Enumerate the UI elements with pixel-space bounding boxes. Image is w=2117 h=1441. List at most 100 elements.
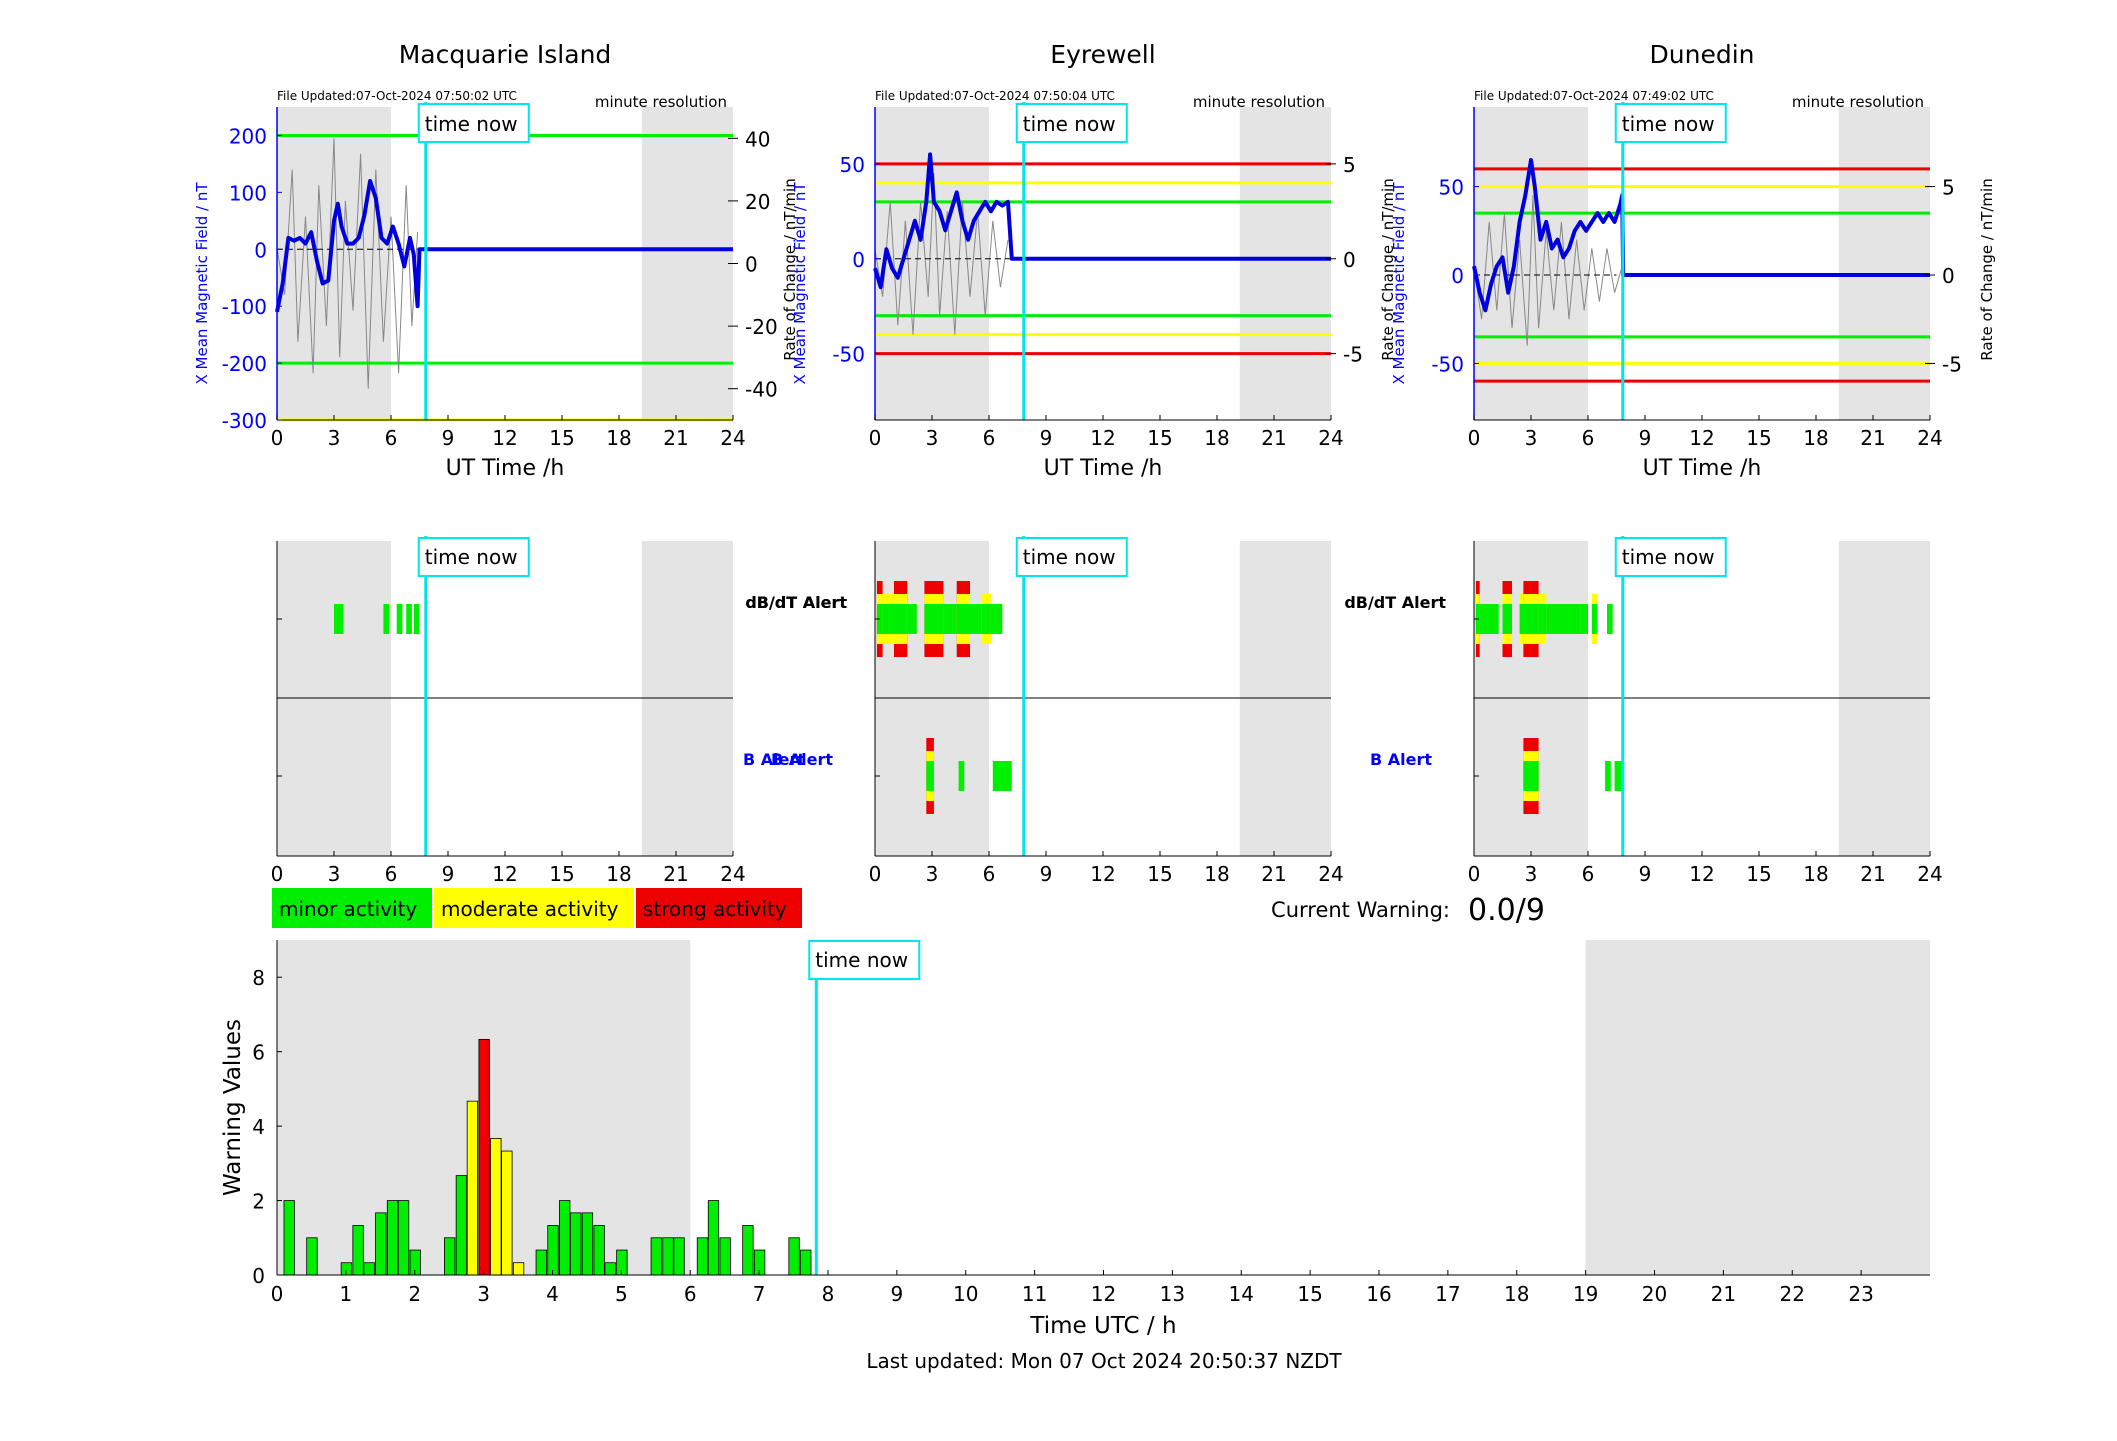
dbdt-alert-bar [1591, 604, 1598, 634]
y-tick-right-label: 40 [745, 127, 770, 151]
x-tick-label: 0 [869, 862, 882, 886]
dbdt-alert-bar [334, 604, 344, 634]
station-title: Dunedin [1650, 40, 1755, 69]
x-tick-label: 12 [492, 426, 517, 450]
x-tick-label: 3 [1525, 426, 1538, 450]
resolution-label: minute resolution [595, 93, 727, 111]
x-tick-label: 24 [1318, 426, 1343, 450]
x-tick-label: 18 [606, 426, 631, 450]
x-tick-label: 6 [385, 426, 398, 450]
station-panel-0: Macquarie Island File Updated:07-Oct-2024… [193, 40, 799, 886]
dbdt-alert-bar [894, 604, 908, 634]
x-tick-label: 12 [1689, 426, 1714, 450]
x-tick-label: 16 [1366, 1282, 1391, 1306]
x-tick-label: 15 [549, 426, 574, 450]
resolution-label: minute resolution [1792, 93, 1924, 111]
warning-bar [581, 1212, 594, 1276]
current-warning-label: Current Warning: [1271, 898, 1450, 922]
y-tick-label: 100 [229, 181, 267, 205]
dbdt-alert-bar [1607, 604, 1613, 634]
x-tick-label: 12 [1091, 1282, 1116, 1306]
dbdt-alert-bar [406, 604, 412, 634]
night-shading [1585, 940, 1930, 1275]
mean-field-line [275, 178, 733, 313]
x-tick-label: 21 [1860, 862, 1885, 886]
time-now-box [1015, 537, 1128, 577]
x-tick-label: 24 [720, 426, 745, 450]
y-tick-right-label: 0 [1942, 264, 1955, 288]
x-tick-label: 12 [492, 862, 517, 886]
warning-bar [490, 1137, 502, 1276]
night-shading [1474, 107, 1588, 420]
warning-bar [742, 1225, 754, 1276]
x-tick-label: 20 [1642, 1282, 1667, 1306]
x-tick-label: 8 [822, 1282, 835, 1306]
y-tick-label: 0 [1451, 264, 1464, 288]
legend-label: minor activity [279, 897, 417, 921]
x-tick-label: 2 [408, 1282, 421, 1306]
time-now-label: time now [425, 545, 518, 569]
night-shading [1239, 107, 1331, 420]
time-now-label: time now [1622, 545, 1715, 569]
warning-bar [559, 1200, 571, 1276]
warning-bar [604, 1262, 616, 1276]
y-tick-label: -200 [222, 352, 267, 376]
y-tick-right-label: -5 [1942, 352, 1962, 376]
warning-bar [444, 1237, 456, 1276]
x-tick-label: 24 [1318, 862, 1343, 886]
time-now-label: time now [1622, 112, 1715, 136]
time-now-box [417, 103, 530, 143]
warning-bar [650, 1237, 662, 1276]
y-tick-label: 50 [840, 153, 865, 177]
rate-of-change-trace [874, 173, 1009, 335]
warning-bar [547, 1225, 559, 1276]
x-axis-label: UT Time /h [1044, 456, 1163, 481]
x-tick-label: 0 [1468, 862, 1481, 886]
x-tick-label: 6 [1582, 862, 1595, 886]
y-tick-label: -100 [222, 295, 267, 319]
x-tick-label: 24 [1917, 862, 1942, 886]
b-alert-label: B Alert [1370, 750, 1432, 769]
x-tick-label: 19 [1573, 1282, 1598, 1306]
mean-field-line [873, 152, 1331, 290]
file-updated-label: File Updated:07-Oct-2024 07:50:04 UTC [875, 89, 1115, 103]
time-now-box [808, 940, 921, 980]
warning-bar [800, 1249, 812, 1276]
dbdt-alert-label: dB/dT Alert [745, 593, 847, 612]
x-tick-label: 12 [1090, 426, 1115, 450]
rate-of-change-trace [276, 138, 419, 389]
file-updated-label: File Updated:07-Oct-2024 07:50:02 UTC [277, 89, 517, 103]
y-tick-right-label: 0 [1343, 248, 1356, 272]
x-axis-label: UT Time /h [1643, 456, 1762, 481]
y-tick-label: 50 [1439, 176, 1464, 200]
b-alert-label: B Alert [743, 750, 805, 769]
x-tick-label: 18 [1803, 426, 1828, 450]
x-tick-label: 5 [615, 1282, 628, 1306]
mean-field-line [1472, 158, 1930, 313]
y-tick-label: -300 [222, 409, 267, 433]
y-axis-right-label: Rate of Change / nT/min [781, 178, 799, 360]
y-tick-label: 8 [252, 966, 265, 990]
dbdt-alert-bar [383, 604, 390, 634]
x-tick-label: 15 [549, 862, 574, 886]
last-updated-label: Last updated: Mon 07 Oct 2024 20:50:37 N… [866, 1349, 1342, 1373]
x-tick-label: 7 [753, 1282, 766, 1306]
warning-bar [696, 1237, 709, 1276]
warning-bar [283, 1200, 295, 1276]
x-tick-label: 13 [1160, 1282, 1185, 1306]
y-tick-label: 6 [252, 1041, 265, 1065]
x-tick-label: 21 [1261, 426, 1286, 450]
x-tick-label: 6 [983, 426, 996, 450]
dbdt-alert-label: dB/dT Alert [1344, 593, 1446, 612]
legend-label: moderate activity [441, 897, 619, 921]
warning-bar [570, 1212, 582, 1276]
warning-bar [535, 1249, 547, 1276]
x-tick-label: 22 [1780, 1282, 1805, 1306]
x-tick-label: 18 [606, 862, 631, 886]
x-tick-label: 12 [1689, 862, 1714, 886]
y-tick-right-label: 0 [745, 253, 758, 277]
b-alert-bar [1614, 761, 1625, 791]
x-tick-label: 21 [663, 862, 688, 886]
x-tick-label: 24 [720, 862, 745, 886]
x-tick-label: 9 [1639, 426, 1652, 450]
